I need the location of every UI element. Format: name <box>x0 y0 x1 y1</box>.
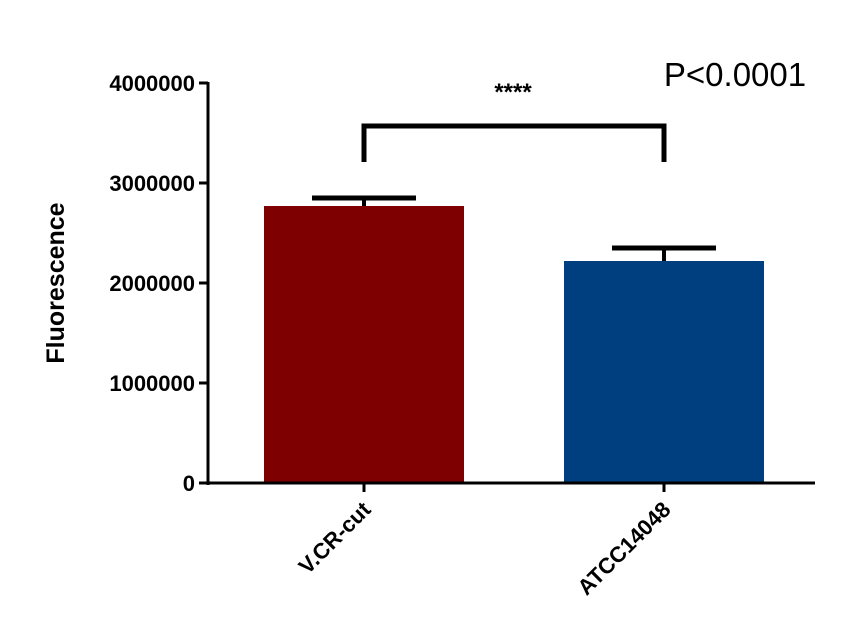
y-tick-label-2: 2000000 <box>109 271 195 296</box>
y-tick-label-1: 1000000 <box>109 371 195 396</box>
bar-2 <box>564 261 764 483</box>
error-bars-layer <box>312 195 716 261</box>
bars-layer <box>264 206 764 483</box>
y-tick-label-4: 4000000 <box>109 71 195 96</box>
y-ticks-layer: 0 1000000 2000000 3000000 4000000 <box>109 71 208 496</box>
p-value-annotation: P<0.0001 <box>664 56 806 93</box>
significance-bracket-line <box>361 123 667 162</box>
x-category-label-2: ATCC14048 <box>573 497 676 600</box>
y-axis-label: Fluorescence <box>42 202 70 363</box>
bar-1 <box>264 206 464 483</box>
x-category-label-1: V.CR-cut <box>294 496 376 578</box>
x-category-labels: V.CR-cut ATCC14048 <box>294 483 676 600</box>
significance-stars: **** <box>494 79 532 106</box>
y-tick-label-3: 3000000 <box>109 171 195 196</box>
significance-bracket <box>361 123 667 162</box>
y-tick-label-0: 0 <box>183 471 195 496</box>
